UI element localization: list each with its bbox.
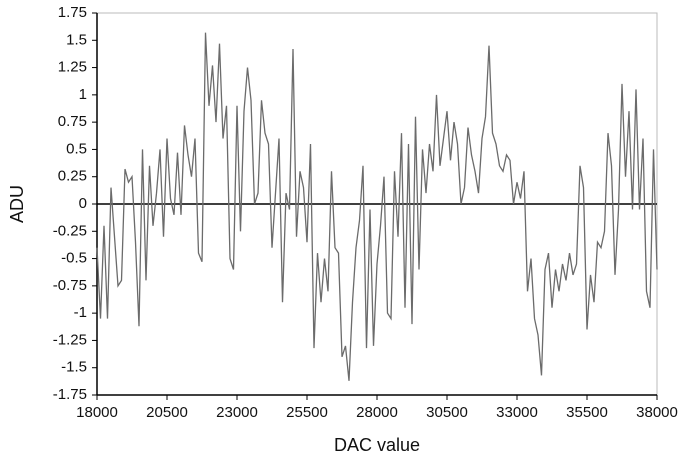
x-tick-label: 28000 bbox=[356, 404, 398, 421]
x-tick-label: 18000 bbox=[76, 404, 118, 421]
y-tick-label: -0.5 bbox=[61, 250, 87, 267]
y-tick-label: -1.5 bbox=[61, 359, 87, 376]
y-tick-label: 0.5 bbox=[66, 140, 87, 157]
y-tick-label: -0.25 bbox=[53, 222, 87, 239]
x-tick-label: 30500 bbox=[426, 404, 468, 421]
y-tick-label: 0 bbox=[79, 195, 87, 212]
y-tick-label: -1.25 bbox=[53, 331, 87, 348]
y-tick-label: 1.25 bbox=[58, 59, 87, 76]
y-tick-label: -1 bbox=[74, 304, 87, 321]
y-tick-label: 0.25 bbox=[58, 168, 87, 185]
y-tick-label: -1.75 bbox=[53, 386, 87, 403]
y-tick-label: -0.75 bbox=[53, 277, 87, 294]
x-tick-label: 35500 bbox=[566, 404, 608, 421]
x-tick-label: 23000 bbox=[216, 404, 258, 421]
x-tick-label: 20500 bbox=[146, 404, 188, 421]
data-line bbox=[96, 32, 658, 381]
y-axis-label: ADU bbox=[7, 185, 27, 223]
x-axis-label: DAC value bbox=[334, 435, 420, 455]
y-tick-label: 1.75 bbox=[58, 4, 87, 21]
x-tick-label: 25500 bbox=[286, 404, 328, 421]
y-tick-label: 1.5 bbox=[66, 31, 87, 48]
y-tick-label: 0.75 bbox=[58, 113, 87, 130]
y-tick-label: 1 bbox=[79, 86, 87, 103]
x-tick-label: 33000 bbox=[496, 404, 538, 421]
x-tick-label: 38000 bbox=[636, 404, 678, 421]
